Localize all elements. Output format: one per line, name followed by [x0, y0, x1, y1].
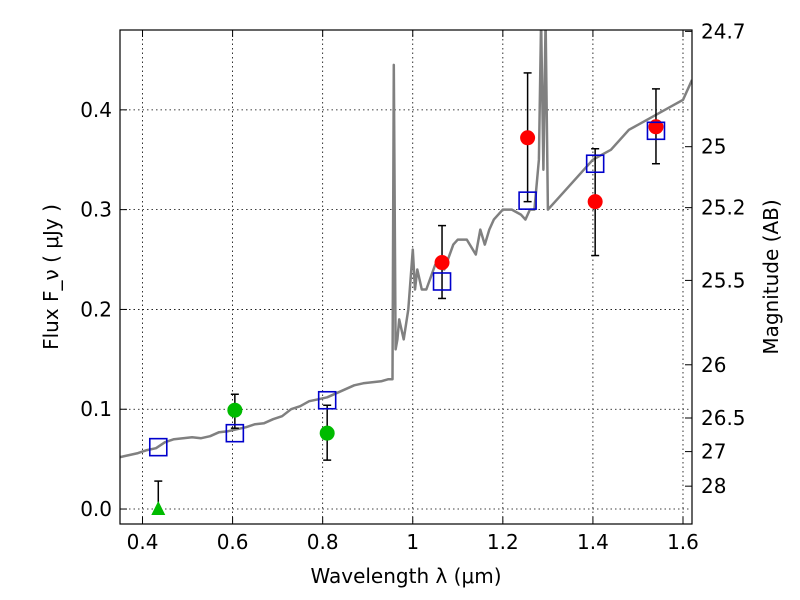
model-point	[317, 390, 337, 410]
x-tick-label: 1.2	[487, 530, 519, 554]
upper-limit-point	[151, 501, 166, 516]
axis-ticks: 0.4 0.6 0.8 1 1.2 1.4 1.6 0.0 0.1 0.2 0.3 0.4 24.7 25…	[80, 19, 745, 554]
data-point	[434, 255, 450, 271]
mag-tick-label: 27	[701, 440, 726, 464]
mag-tick-label: 26.5	[701, 406, 746, 430]
model-point	[148, 437, 168, 457]
model-point	[225, 423, 245, 443]
y-tick-label: 0.4	[80, 98, 112, 122]
model-point	[432, 272, 452, 291]
x-tick-label: 1.4	[577, 530, 609, 554]
x-tick-label: 0.6	[217, 530, 249, 554]
model-point	[585, 154, 605, 174]
data-point	[587, 194, 603, 210]
model-point	[646, 121, 666, 141]
mag-tick-label: 25	[701, 135, 726, 159]
grid-lines	[120, 30, 692, 524]
y-tick-label: 0.3	[80, 198, 112, 222]
spectrum-layer	[120, 30, 692, 459]
mag-tick-label: 28	[701, 474, 726, 498]
mag-tick-label: 25.5	[701, 268, 746, 292]
data-point	[520, 130, 536, 146]
y-tick-label: 0.2	[80, 297, 112, 321]
x-tick-label: 0.4	[127, 530, 159, 554]
y2-axis-title: Magnitude (AB)	[759, 199, 783, 354]
y-axis-title: Flux F_ν ( μJy )	[39, 204, 63, 350]
x-axis-title: Wavelength λ (μm)	[310, 564, 501, 588]
plot-frame	[119, 29, 693, 525]
spectrum-line	[120, 30, 692, 459]
data-markers	[148, 72, 666, 516]
data-point	[319, 425, 335, 441]
y-tick-label: 0.1	[80, 397, 112, 421]
x-tick-label: 0.8	[307, 530, 339, 554]
mag-tick-label: 25.2	[701, 196, 746, 220]
data-point	[227, 402, 243, 418]
model-point	[518, 191, 537, 210]
x-tick-label: 1	[406, 530, 419, 554]
mag-tick-label: 26	[701, 353, 726, 377]
y-tick-label: 0.0	[80, 497, 112, 521]
x-tick-label: 1.6	[667, 530, 699, 554]
mag-tick-label: 24.7	[701, 19, 746, 43]
